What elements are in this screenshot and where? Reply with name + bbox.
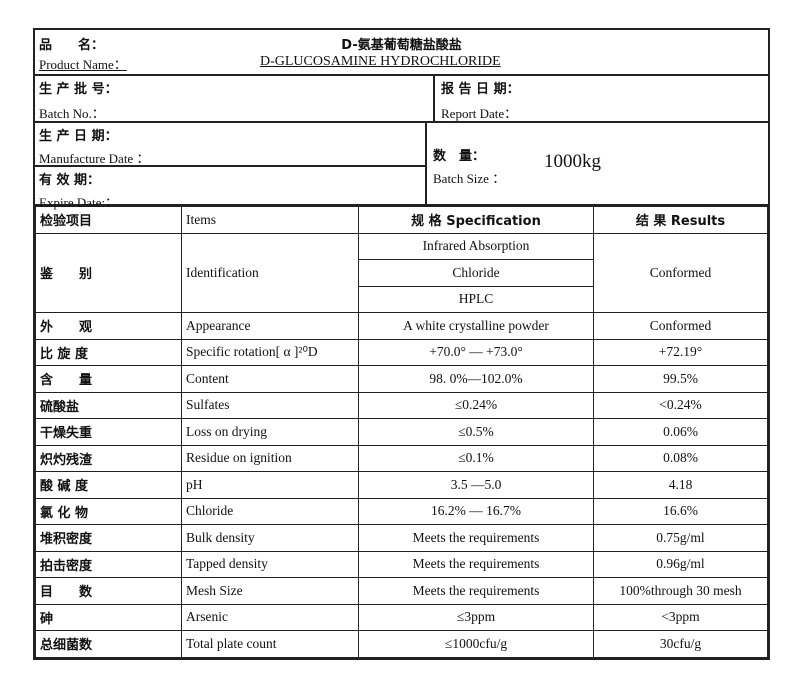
item-zh: 硫酸盐 — [35, 391, 182, 419]
spec: ≤0.1% — [358, 444, 594, 472]
item-en: Appearance — [181, 312, 359, 340]
result: 0.08% — [593, 444, 768, 472]
expire-en: Expire Date:： — [39, 195, 119, 210]
item-zh: 酸 碱 度 — [35, 471, 182, 499]
result: Conformed — [593, 312, 768, 340]
table-row: 比 旋 度 Specific rotation[ α ]²⁰D +70.0° — +… — [35, 338, 768, 366]
result: 16.6% — [593, 497, 768, 525]
result: 0.06% — [593, 418, 768, 446]
batch-no-zh: 生 产 批 号： — [39, 82, 118, 97]
table-row: 硫酸盐 Sulfates ≤0.24% <0.24% — [35, 391, 768, 419]
test-results-table: 检验项目 Items 规 格 Specification 结 果 Results… — [35, 206, 768, 658]
spec: A white crystalline powder — [358, 312, 594, 340]
item-en: Mesh Size — [181, 577, 359, 605]
result: <3ppm — [593, 603, 768, 631]
spec: +70.0° — +73.0° — [358, 338, 594, 366]
item-en: Chloride — [181, 497, 359, 525]
result: <0.24% — [593, 391, 768, 419]
spec: Infrared Absorption — [358, 232, 594, 260]
result: 99.5% — [593, 365, 768, 393]
spec: Chloride — [358, 259, 594, 287]
header-item-en: Items — [181, 206, 359, 234]
batch-row: 生 产 批 号： Batch No.： 报 告 日 期： Report Date… — [35, 76, 768, 123]
result: 0.96g/ml — [593, 550, 768, 578]
spec: HPLC — [358, 285, 594, 313]
table-row: 总细菌数 Total plate count ≤1000cfu/g 30cfu/g — [35, 630, 768, 658]
item-en: Specific rotation[ α ]²⁰D — [181, 338, 359, 366]
batch-size-en: Batch Size ： — [433, 171, 506, 186]
item-en: Loss on drying — [181, 418, 359, 446]
item-en: Bulk density — [181, 524, 359, 552]
product-name-zh-label: 品 名： — [39, 38, 105, 53]
spec: ≤0.24% — [358, 391, 594, 419]
mfg-date-zh: 生 产 日 期： — [39, 129, 118, 144]
table-row: 砷 Arsenic ≤3ppm <3ppm — [35, 603, 768, 631]
certificate-of-analysis: 品 名： D-氨基葡萄糖盐酸盐 Product Name： D-GLUCOSAM… — [33, 28, 770, 660]
result: Conformed — [593, 232, 768, 313]
item-zh: 目 数 — [35, 577, 182, 605]
item-en: Sulfates — [181, 391, 359, 419]
batch-no-en: Batch No.： — [39, 106, 105, 121]
item-zh: 砷 — [35, 603, 182, 631]
product-name-zh: D-氨基葡萄糖盐酸盐 — [341, 38, 462, 53]
mfg-date-en: Manufacture Date ： — [39, 151, 150, 166]
item-en: Identification — [181, 232, 359, 313]
table-row: 含 量 Content 98. 0%—102.0% 99.5% — [35, 365, 768, 393]
table-row: 炽灼残渣 Residue on ignition ≤0.1% 0.08% — [35, 444, 768, 472]
spec: Meets the requirements — [358, 550, 594, 578]
item-zh: 干燥失重 — [35, 418, 182, 446]
table-row: 氯 化 物 Chloride 16.2% — 16.7% 16.6% — [35, 497, 768, 525]
spec: ≤1000cfu/g — [358, 630, 594, 658]
spec: Meets the requirements — [358, 524, 594, 552]
item-en: Residue on ignition — [181, 444, 359, 472]
header-item-zh: 检验项目 — [35, 206, 182, 234]
item-zh: 比 旋 度 — [35, 338, 182, 366]
batch-size-value: 1000kg — [544, 151, 601, 172]
spec: ≤3ppm — [358, 603, 594, 631]
spec: ≤0.5% — [358, 418, 594, 446]
item-zh: 拍击密度 — [35, 550, 182, 578]
expire-zh: 有 效 期： — [39, 173, 101, 188]
report-date-en: Report Date： — [441, 106, 518, 121]
table-row: 目 数 Mesh Size Meets the requirements 100%th… — [35, 577, 768, 605]
item-en: Arsenic — [181, 603, 359, 631]
table-row: 堆积密度 Bulk density Meets the requirements 0.… — [35, 524, 768, 552]
item-zh: 鉴 别 — [35, 232, 182, 313]
product-name-en-label: Product Name： — [39, 57, 127, 72]
table-row: 酸 碱 度 pH 3.5 —5.0 4.18 — [35, 471, 768, 499]
table-row: 鉴 别 Identification Infrared Absorption C… — [35, 232, 768, 313]
spec: Meets the requirements — [358, 577, 594, 605]
result: 100%through 30 mesh — [593, 577, 768, 605]
table-row: 干燥失重 Loss on drying ≤0.5% 0.06% — [35, 418, 768, 446]
header-result: 结 果 Results — [593, 206, 768, 234]
spec: 3.5 —5.0 — [358, 471, 594, 499]
product-name-row: 品 名： D-氨基葡萄糖盐酸盐 Product Name： D-GLUCOSAM… — [35, 30, 768, 76]
item-zh: 总细菌数 — [35, 630, 182, 658]
item-en: pH — [181, 471, 359, 499]
result: 0.75g/ml — [593, 524, 768, 552]
item-zh: 炽灼残渣 — [35, 444, 182, 472]
result: 30cfu/g — [593, 630, 768, 658]
result: +72.19° — [593, 338, 768, 366]
item-zh: 氯 化 物 — [35, 497, 182, 525]
table-row: 外 观 Appearance A white crystalline powder C… — [35, 312, 768, 340]
product-name-en: D-GLUCOSAMINE HYDROCHLORIDE — [260, 54, 501, 69]
result: 4.18 — [593, 471, 768, 499]
item-en: Tapped density — [181, 550, 359, 578]
item-zh: 外 观 — [35, 312, 182, 340]
table-row: Chloride — [36, 259, 768, 287]
table-row: 拍击密度 Tapped density Meets the requirements… — [35, 550, 768, 578]
spec: 16.2% — 16.7% — [358, 497, 594, 525]
item-zh: 堆积密度 — [35, 524, 182, 552]
table-row: HPLC — [36, 285, 768, 313]
item-zh: 含 量 — [35, 365, 182, 393]
date-row: 生 产 日 期： Manufacture Date ： 有 效 期： Expir… — [35, 123, 768, 210]
table-header-row: 检验项目 Items 规 格 Specification 结 果 Results — [35, 206, 768, 234]
item-en: Total plate count — [181, 630, 359, 658]
item-en: Content — [181, 365, 359, 393]
spec: 98. 0%—102.0% — [358, 365, 594, 393]
batch-size-zh: 数 量： — [433, 149, 486, 164]
report-date-zh: 报 告 日 期： — [441, 82, 520, 97]
